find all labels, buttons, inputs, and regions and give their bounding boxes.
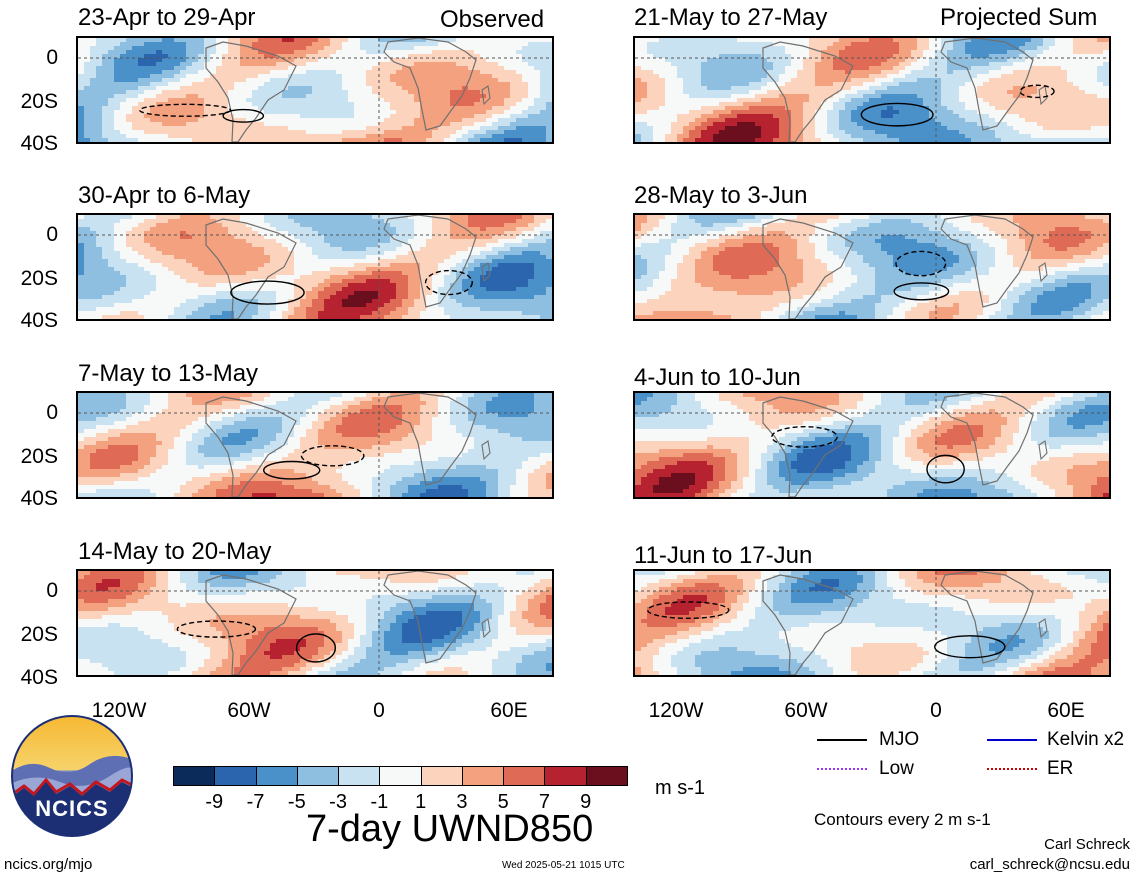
x-tick-60e: 60E [1047, 699, 1085, 722]
x-tick-120w: 120W [648, 699, 704, 722]
y-tick-0: 0 [46, 223, 58, 246]
colorbar-box [544, 766, 587, 786]
colorbar-box [255, 766, 298, 786]
y-tick-20s: 20S [20, 445, 58, 468]
main-title: 7-day UWND850 [306, 808, 594, 850]
x-tick-60w: 60W [784, 699, 828, 722]
legend-low-label: Low [879, 758, 914, 779]
legend-low-line [817, 768, 867, 770]
map-panel-3 [76, 391, 554, 499]
colorbar-tick-label: -1 [370, 791, 389, 813]
legend-mjo-label: MJO [879, 729, 920, 750]
y-tick-40s: 40S [20, 309, 58, 332]
anomaly-map-7 [635, 393, 1109, 497]
legend-kelvin-label: Kelvin x2 [1047, 729, 1125, 750]
panel-title-6: 28-May to 3-Jun [634, 182, 808, 209]
colorbar-units: m s-1 [655, 777, 705, 799]
x-tick-120w: 120W [91, 699, 147, 722]
y-tick-20s: 20S [20, 90, 58, 113]
footer-author: Carl Schreck [1044, 836, 1130, 853]
y-tick-0: 0 [46, 579, 58, 602]
colorbar-box [173, 766, 216, 786]
colorbar [173, 766, 628, 788]
legend-kelvin-line [987, 739, 1037, 741]
panel-title-5: 21-May to 27-May [634, 4, 828, 31]
y-tick-0: 0 [46, 46, 58, 69]
footer-url[interactable]: ncics.org/mjo [4, 856, 93, 873]
colorbar-tick-label: 1 [415, 791, 427, 813]
colorbar-box [214, 766, 257, 786]
colorbar-box [379, 766, 422, 786]
map-panel-5 [633, 36, 1111, 144]
anomaly-map-3 [78, 393, 552, 497]
panel-title-8: 11-Jun to 17-Jun [634, 542, 813, 569]
y-tick-40s: 40S [20, 666, 58, 689]
colorbar-box [461, 766, 505, 786]
anomaly-map-6 [635, 215, 1109, 319]
map-panel-8 [633, 569, 1111, 677]
footer-email[interactable]: carl_schreck@ncsu.edu [969, 856, 1130, 873]
y-tick-40s: 40S [20, 132, 58, 155]
colorbar-box [503, 766, 546, 786]
ncics-logo: NCICS [10, 714, 134, 838]
y-tick-20s: 20S [20, 267, 58, 290]
map-panel-2 [76, 213, 554, 321]
colorbar-tick-label: -7 [246, 791, 265, 813]
anomaly-map-2 [78, 215, 552, 319]
colorbar-tick-label: -9 [205, 791, 224, 813]
panel-title-1: 23-Apr to 29-Apr [78, 4, 256, 31]
map-panel-7 [633, 391, 1111, 499]
panel-title-4: 14-May to 20-May [78, 538, 272, 565]
colorbar-tick-label: -3 [329, 791, 347, 813]
legend-er-line [987, 768, 1037, 770]
x-tick-60w: 60W [227, 699, 271, 722]
map-panel-4 [76, 569, 554, 677]
y-tick-40s: 40S [20, 487, 58, 510]
observed-tag: Observed [440, 6, 545, 33]
projected-sum-tag: Projected Sum [940, 4, 1098, 31]
panel-title-3: 7-May to 13-May [78, 360, 259, 387]
ncics-logo-graphic [11, 715, 133, 837]
colorbar-tick-label: 5 [497, 791, 509, 813]
colorbar-tick-label: 9 [580, 791, 592, 813]
colorbar-tick-label: -5 [287, 791, 306, 813]
colorbar-box [420, 766, 463, 786]
anomaly-map-5 [635, 38, 1109, 142]
colorbar-tick-label: 3 [456, 791, 468, 813]
footer-timestamp: Wed 2025-05-21 1015 UTC [502, 860, 625, 871]
anomaly-map-1 [78, 38, 552, 142]
colorbar-box [296, 766, 340, 786]
panel-title-2: 30-Apr to 6-May [78, 182, 251, 209]
x-tick-0: 0 [930, 699, 942, 722]
colorbar-box [338, 766, 381, 786]
legend-mjo-line [817, 739, 867, 741]
map-panel-1 [76, 36, 554, 144]
x-tick-60e: 60E [490, 699, 528, 722]
map-panel-6 [633, 213, 1111, 321]
panel-title-7: 4-Jun to 10-Jun [634, 364, 801, 391]
contours-note: Contours every 2 m s-1 [814, 810, 991, 829]
anomaly-map-8 [635, 571, 1109, 675]
x-tick-0: 0 [373, 699, 385, 722]
legend-er-label: ER [1047, 758, 1074, 779]
y-tick-20s: 20S [20, 623, 58, 646]
anomaly-map-4 [78, 571, 552, 675]
legend: MJO Kelvin x2 Low ER [815, 726, 1135, 816]
y-tick-0: 0 [46, 401, 58, 424]
logo-text: NCICS [35, 796, 109, 821]
colorbar-tick-label: 7 [538, 791, 551, 813]
colorbar-box [585, 766, 628, 786]
